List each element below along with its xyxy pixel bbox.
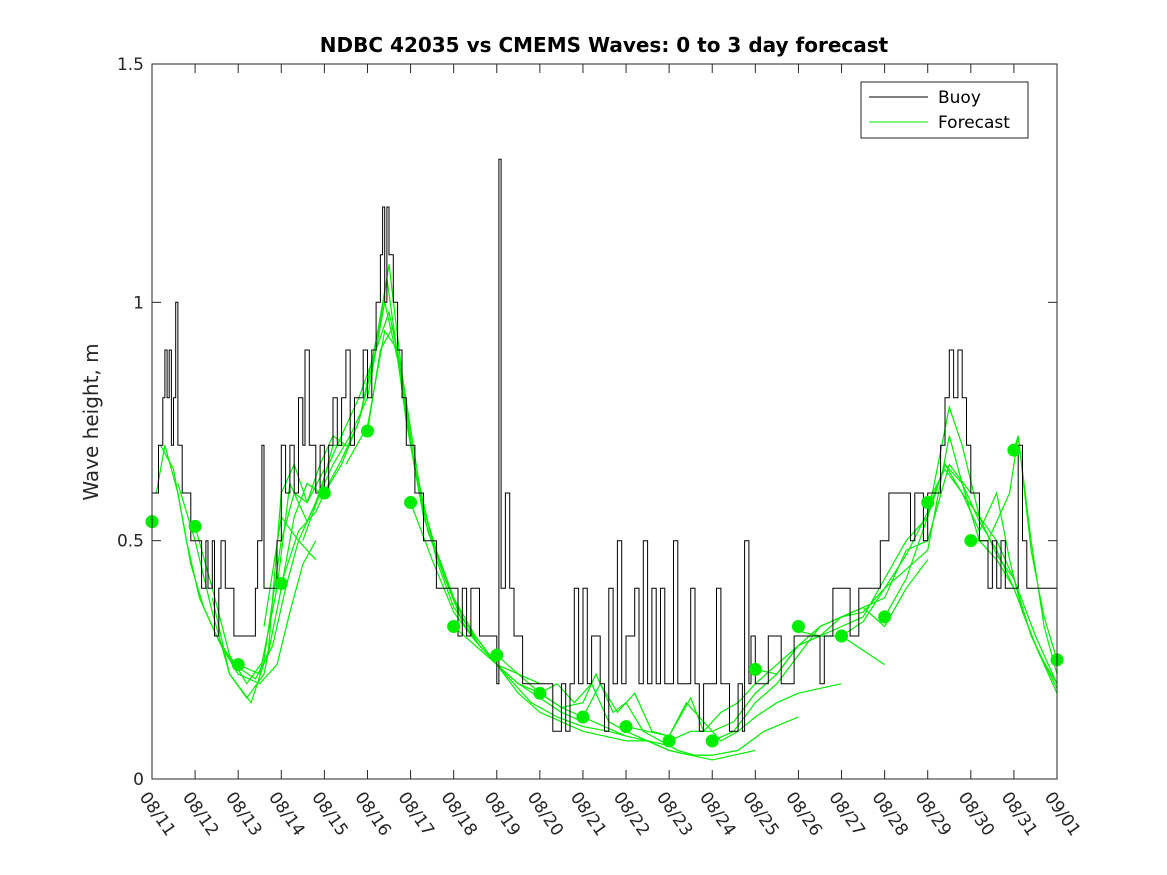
forecast-line-12 bbox=[410, 502, 670, 747]
series-layer bbox=[152, 158, 1058, 761]
forecast-start-marker-14 bbox=[748, 662, 762, 676]
forecast-start-marker-12 bbox=[662, 734, 676, 748]
forecast-line-23 bbox=[884, 462, 1058, 689]
forecast-line-16 bbox=[582, 682, 842, 742]
forecast-start-marker-11 bbox=[619, 720, 633, 734]
forecast-start-marker-20 bbox=[1007, 443, 1021, 457]
forecast-line-21 bbox=[798, 404, 1058, 684]
x-tick-label-17: 08/28 bbox=[868, 788, 912, 840]
forecast-start-marker-2 bbox=[231, 658, 245, 672]
y-tick-label-0: 0 bbox=[133, 770, 144, 790]
forecast-line-22 bbox=[841, 463, 1058, 694]
forecast-line-15 bbox=[539, 672, 799, 756]
forecast-start-marker-9 bbox=[533, 686, 547, 700]
x-tick-label-20: 08/31 bbox=[997, 788, 1041, 840]
forecast-line-18 bbox=[668, 559, 929, 742]
forecast-start-marker-8 bbox=[490, 648, 504, 662]
forecast-start-marker-3 bbox=[274, 577, 288, 591]
buoy-line bbox=[152, 158, 1057, 732]
forecast-line-26 bbox=[1013, 435, 1058, 660]
x-tick-label-10: 08/21 bbox=[566, 788, 610, 840]
x-tick-label-5: 08/16 bbox=[350, 788, 394, 840]
forecast-line-0 bbox=[155, 445, 317, 685]
forecast-start-marker-1 bbox=[188, 519, 202, 533]
x-tick-label-18: 08/29 bbox=[911, 788, 955, 840]
x-tick-label-21: 09/01 bbox=[1040, 788, 1084, 840]
forecast-start-marker-6 bbox=[404, 496, 418, 510]
forecast-start-marker-4 bbox=[317, 486, 331, 500]
forecast-line-3 bbox=[194, 468, 325, 685]
forecast-start-marker-17 bbox=[878, 610, 892, 624]
forecast-line-20 bbox=[755, 435, 1015, 675]
x-tick-label-1: 08/12 bbox=[178, 788, 222, 840]
forecast-line-10 bbox=[345, 329, 584, 723]
forecast-start-marker-5 bbox=[360, 424, 374, 438]
y-axis: 0 0.5 1 1.5 bbox=[117, 55, 1057, 790]
forecast-markers bbox=[145, 424, 1064, 748]
forecast-start-marker-16 bbox=[835, 629, 849, 643]
legend-box bbox=[860, 81, 1029, 139]
forecast-start-marker-13 bbox=[705, 734, 719, 748]
legend: Buoy Forecast bbox=[860, 81, 1029, 139]
y-tick-label-1: 0.5 bbox=[117, 532, 144, 552]
chart-title: NDBC 42035 vs CMEMS Waves: 0 to 3 day fo… bbox=[320, 33, 889, 57]
forecast-line-9 bbox=[323, 309, 541, 685]
x-tick-label-4: 08/15 bbox=[307, 788, 351, 840]
legend-buoy-label: Buoy bbox=[938, 88, 981, 108]
x-tick-label-12: 08/23 bbox=[652, 788, 696, 840]
x-tick-label-2: 08/13 bbox=[221, 788, 265, 840]
x-tick-label-16: 08/27 bbox=[824, 788, 868, 840]
x-tick-label-11: 08/22 bbox=[609, 788, 653, 840]
forecast-start-marker-19 bbox=[964, 534, 978, 548]
forecast-line-25 bbox=[970, 435, 1058, 675]
legend-forecast-label: Forecast bbox=[938, 113, 1010, 133]
x-tick-label-3: 08/14 bbox=[264, 788, 308, 840]
x-tick-label-8: 08/19 bbox=[480, 788, 524, 840]
x-axis: 08/1108/1208/1308/1408/1508/1608/1708/18… bbox=[135, 64, 1084, 840]
x-tick-label-6: 08/17 bbox=[393, 788, 437, 840]
forecast-line-4 bbox=[211, 434, 347, 704]
y-tick-label-2: 1 bbox=[133, 293, 144, 313]
y-tick-label-3: 1.5 bbox=[117, 55, 144, 75]
forecast-line-5 bbox=[237, 444, 351, 675]
forecast-line-24 bbox=[927, 468, 1058, 685]
x-tick-label-13: 08/24 bbox=[695, 788, 739, 840]
x-tick-label-15: 08/26 bbox=[781, 788, 825, 840]
x-tick-label-19: 08/30 bbox=[954, 788, 998, 840]
x-tick-label-14: 08/25 bbox=[738, 788, 782, 840]
y-axis-label: Wave height, m bbox=[79, 343, 103, 500]
plot-area bbox=[151, 63, 1058, 780]
x-tick-label-7: 08/18 bbox=[437, 788, 481, 840]
x-tick-label-0: 08/11 bbox=[135, 788, 179, 840]
x-tick-label-9: 08/20 bbox=[523, 788, 567, 840]
forecast-line-1 bbox=[160, 445, 317, 680]
forecast-start-marker-10 bbox=[576, 710, 590, 724]
forecast-start-marker-7 bbox=[447, 619, 461, 633]
forecast-start-marker-18 bbox=[921, 496, 935, 510]
forecast-line-2 bbox=[177, 482, 321, 700]
forecast-start-marker-15 bbox=[791, 619, 805, 633]
